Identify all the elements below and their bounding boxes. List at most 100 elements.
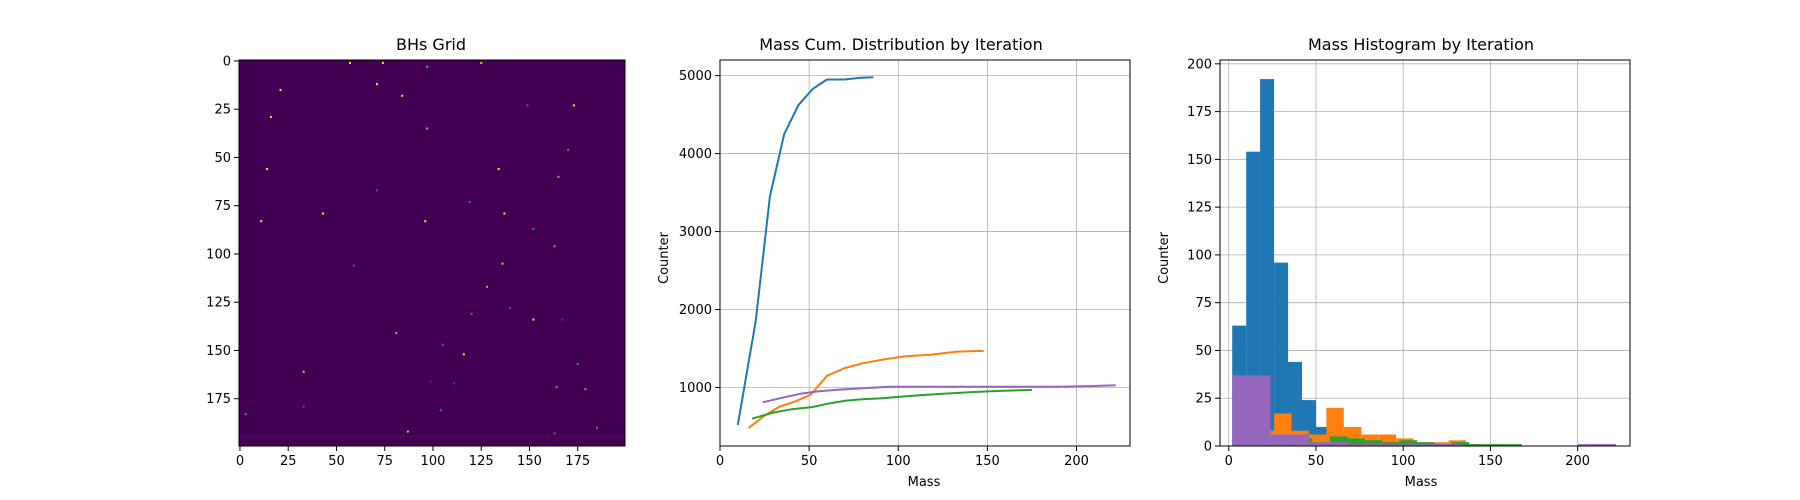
mass-hist-bar-series-2 bbox=[1504, 444, 1522, 446]
mass-cum-ytick-label: 3000 bbox=[679, 225, 712, 240]
mass-hist-ytick-label: 100 bbox=[1187, 248, 1212, 263]
bhs-grid-cell bbox=[424, 220, 427, 223]
mass-cum-series-1 bbox=[747, 349, 984, 429]
mass-hist-bar-series-1 bbox=[1378, 434, 1397, 446]
mass-cum-lines bbox=[736, 76, 1116, 429]
bhs-grid-xtick-label: 25 bbox=[280, 454, 297, 469]
mass-cum-title: Mass Cum. Distribution by Iteration bbox=[759, 35, 1042, 54]
mass-cum-grid bbox=[719, 60, 1130, 446]
mass-hist-bar-series-1 bbox=[1309, 434, 1327, 446]
mass-hist-bar-series-3 bbox=[1577, 444, 1617, 446]
mass-cum-ytick-label: 4000 bbox=[679, 147, 712, 162]
mass-hist-panel: Mass Histogram by Iteration Mass Counter… bbox=[1157, 35, 1631, 490]
mass-hist-bar-series-2 bbox=[1347, 438, 1365, 446]
bhs-grid-cell bbox=[462, 353, 465, 356]
mass-hist-ytick-label: 75 bbox=[1195, 296, 1212, 311]
bhs-grid-cell bbox=[426, 65, 429, 68]
mass-hist-bar-series-2 bbox=[1329, 436, 1348, 446]
bhs-grid-cell bbox=[260, 220, 263, 223]
bhs-grid-cell bbox=[439, 409, 442, 412]
bhs-grid-cell bbox=[453, 382, 456, 385]
bhs-grid-cell bbox=[526, 104, 529, 107]
bhs-grid-cell bbox=[376, 83, 379, 86]
mass-hist-grid bbox=[1220, 60, 1630, 447]
mass-hist-title: Mass Histogram by Iteration bbox=[1308, 35, 1534, 54]
bhs-grid-cell bbox=[470, 312, 473, 315]
mass-hist-bar-series-3 bbox=[1424, 444, 1463, 446]
bhs-grid-xtick-label: 125 bbox=[469, 454, 494, 469]
bhs-grid-cell bbox=[321, 212, 324, 215]
mass-hist-xtick-label: 0 bbox=[1225, 454, 1233, 469]
bhs-grid-ytick-label: 0 bbox=[223, 54, 231, 69]
mass-cum-ylabel: Counter bbox=[657, 231, 672, 284]
bhs-grid-cell bbox=[266, 168, 269, 171]
mass-hist-xtick-label: 150 bbox=[1478, 454, 1503, 469]
bhs-grid-ytick-label: 150 bbox=[206, 344, 231, 359]
mass-hist-xlabel: Mass bbox=[1405, 475, 1438, 490]
bhs-grid-xtick-label: 0 bbox=[236, 454, 244, 469]
bhs-grid-xtick-label: 100 bbox=[421, 454, 446, 469]
bhs-grid-xtick-label: 50 bbox=[328, 454, 345, 469]
mass-hist-xtick-label: 200 bbox=[1565, 454, 1590, 469]
mass-hist-bar-series-0 bbox=[1260, 79, 1275, 446]
bhs-grid-cell bbox=[486, 285, 489, 288]
bhs-grid-panel: BHs Grid 0 25 50 75 100 125 150 175 0 25 50 75 100 12… bbox=[206, 35, 626, 469]
bhs-grid-title: BHs Grid bbox=[396, 35, 466, 54]
mass-hist-bar-series-2 bbox=[1486, 444, 1505, 446]
bhs-grid-xtick-label: 175 bbox=[565, 454, 590, 469]
bhs-grid-cell bbox=[244, 413, 247, 416]
mass-hist-axes: 0 50 100 150 200 0 25 50 75 100 125 150 175 200 bbox=[1187, 57, 1631, 469]
bhs-grid-ytick-label: 25 bbox=[214, 103, 231, 118]
bhs-grid-cell bbox=[430, 380, 433, 383]
mass-hist-xtick-label: 50 bbox=[1308, 454, 1325, 469]
bhs-grid-cell bbox=[406, 430, 409, 433]
mass-cum-xtick-label: 50 bbox=[801, 454, 818, 469]
bhs-grid-cell bbox=[381, 61, 384, 64]
mass-cum-xtick-label: 150 bbox=[975, 454, 1000, 469]
mass-cum-ytick-label: 5000 bbox=[679, 69, 712, 84]
bhs-grid-cell bbox=[532, 227, 535, 230]
mass-cum-series-3 bbox=[762, 384, 1116, 404]
bhs-grid-cell bbox=[302, 405, 305, 408]
mass-hist-bar-series-3 bbox=[1347, 444, 1386, 446]
bhs-grid-ytick-label: 75 bbox=[214, 199, 231, 214]
bhs-grid-xtick-label: 75 bbox=[376, 454, 393, 469]
mass-hist-bar-series-0 bbox=[1246, 151, 1261, 446]
bhs-grid-cell bbox=[532, 318, 535, 321]
mass-hist-ytick-label: 50 bbox=[1195, 344, 1212, 359]
mass-hist-bar-series-3 bbox=[1232, 375, 1271, 446]
mass-cum-xtick-label: 100 bbox=[886, 454, 911, 469]
bhs-grid-cell bbox=[509, 307, 512, 310]
bhs-grid-cell bbox=[302, 370, 305, 373]
mass-cum-axes: 0 50 100 150 200 1000 2000 3000 4000 5000 bbox=[679, 59, 1131, 469]
mass-hist-bar-series-1 bbox=[1361, 434, 1379, 446]
bhs-grid-cell bbox=[576, 363, 579, 366]
bhs-grid-cell bbox=[572, 104, 575, 107]
bhs-grid-ytick-label: 125 bbox=[206, 296, 231, 311]
bhs-grid-cell bbox=[561, 318, 564, 321]
mass-hist-ylabel: Counter bbox=[1157, 231, 1172, 284]
bhs-grid-cell bbox=[555, 386, 558, 389]
bhs-grid-cell bbox=[584, 388, 587, 391]
bhs-grid-cell bbox=[376, 189, 379, 192]
bhs-grid-background bbox=[239, 60, 625, 446]
bhs-grid-cell bbox=[426, 127, 429, 130]
mass-hist-bars bbox=[1232, 79, 1617, 446]
mass-cum-ytick-label: 1000 bbox=[679, 381, 712, 396]
bhs-grid-cell bbox=[279, 88, 282, 91]
bhs-grid-cell bbox=[567, 148, 570, 151]
bhs-grid-frame bbox=[238, 59, 626, 447]
bhs-grid-cell bbox=[401, 94, 404, 97]
bhs-grid-xtick-label: 150 bbox=[517, 454, 542, 469]
mass-cum-xlabel: Mass bbox=[908, 475, 941, 490]
mass-hist-bar-series-2 bbox=[1399, 440, 1418, 446]
bhs-grid-cell bbox=[480, 61, 483, 64]
mass-hist-bar-series-3 bbox=[1270, 434, 1309, 446]
bhs-grid-cell bbox=[553, 432, 556, 435]
bhs-grid-ytick-label: 50 bbox=[214, 151, 231, 166]
bhs-grid-cell bbox=[395, 332, 398, 335]
mass-hist-bar-series-2 bbox=[1469, 444, 1487, 446]
bhs-grid-plot bbox=[239, 60, 625, 446]
mass-hist-ytick-label: 200 bbox=[1187, 57, 1212, 72]
